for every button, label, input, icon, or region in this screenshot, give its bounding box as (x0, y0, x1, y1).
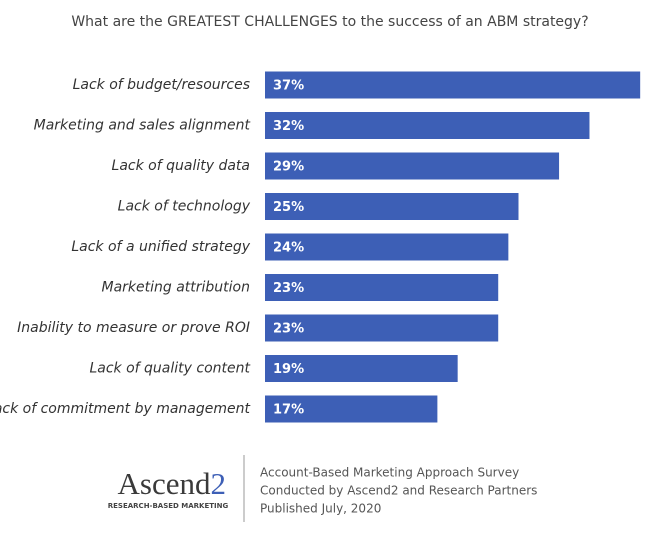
category-label: Lack of commitment by management (0, 401, 251, 417)
bar (265, 193, 519, 220)
logo-number: 2 (211, 466, 227, 501)
category-label: Marketing and sales alignment (34, 118, 251, 134)
footer-line: Conducted by Ascend2 and Research Partne… (260, 484, 537, 498)
bar (265, 152, 560, 180)
footer-line: Account-Based Marketing Approach Survey (260, 466, 519, 480)
bar (265, 395, 438, 423)
bar (265, 233, 509, 261)
category-label: Marketing attribution (101, 280, 250, 296)
category-label: Lack of quality data (112, 158, 250, 174)
value-label: 25% (273, 200, 304, 215)
bar (265, 314, 499, 342)
bar (265, 71, 641, 99)
logo-tagline: RESEARCH-BASED MARKETING (108, 502, 229, 510)
value-label: 23% (273, 322, 304, 337)
category-label: Lack of technology (118, 199, 251, 215)
category-label: Lack of a unified strategy (71, 239, 250, 255)
chart-title: What are the GREATEST CHALLENGES to the … (71, 14, 588, 30)
value-label: 24% (273, 241, 304, 256)
logo: Ascend2 (118, 466, 226, 501)
bar (265, 112, 590, 139)
value-label: 37% (273, 79, 304, 94)
logo-name: Ascend (118, 466, 211, 501)
bar (265, 274, 499, 301)
category-label: Inability to measure or prove ROI (17, 320, 250, 336)
footer-line: Published July, 2020 (260, 502, 381, 516)
category-label: Lack of budget/resources (73, 77, 250, 93)
value-label: 19% (273, 362, 304, 377)
value-label: 17% (273, 403, 304, 418)
category-label: Lack of quality content (89, 361, 250, 377)
value-label: 23% (273, 281, 304, 296)
value-label: 32% (273, 119, 304, 134)
value-label: 29% (273, 160, 304, 175)
bar (265, 355, 458, 382)
